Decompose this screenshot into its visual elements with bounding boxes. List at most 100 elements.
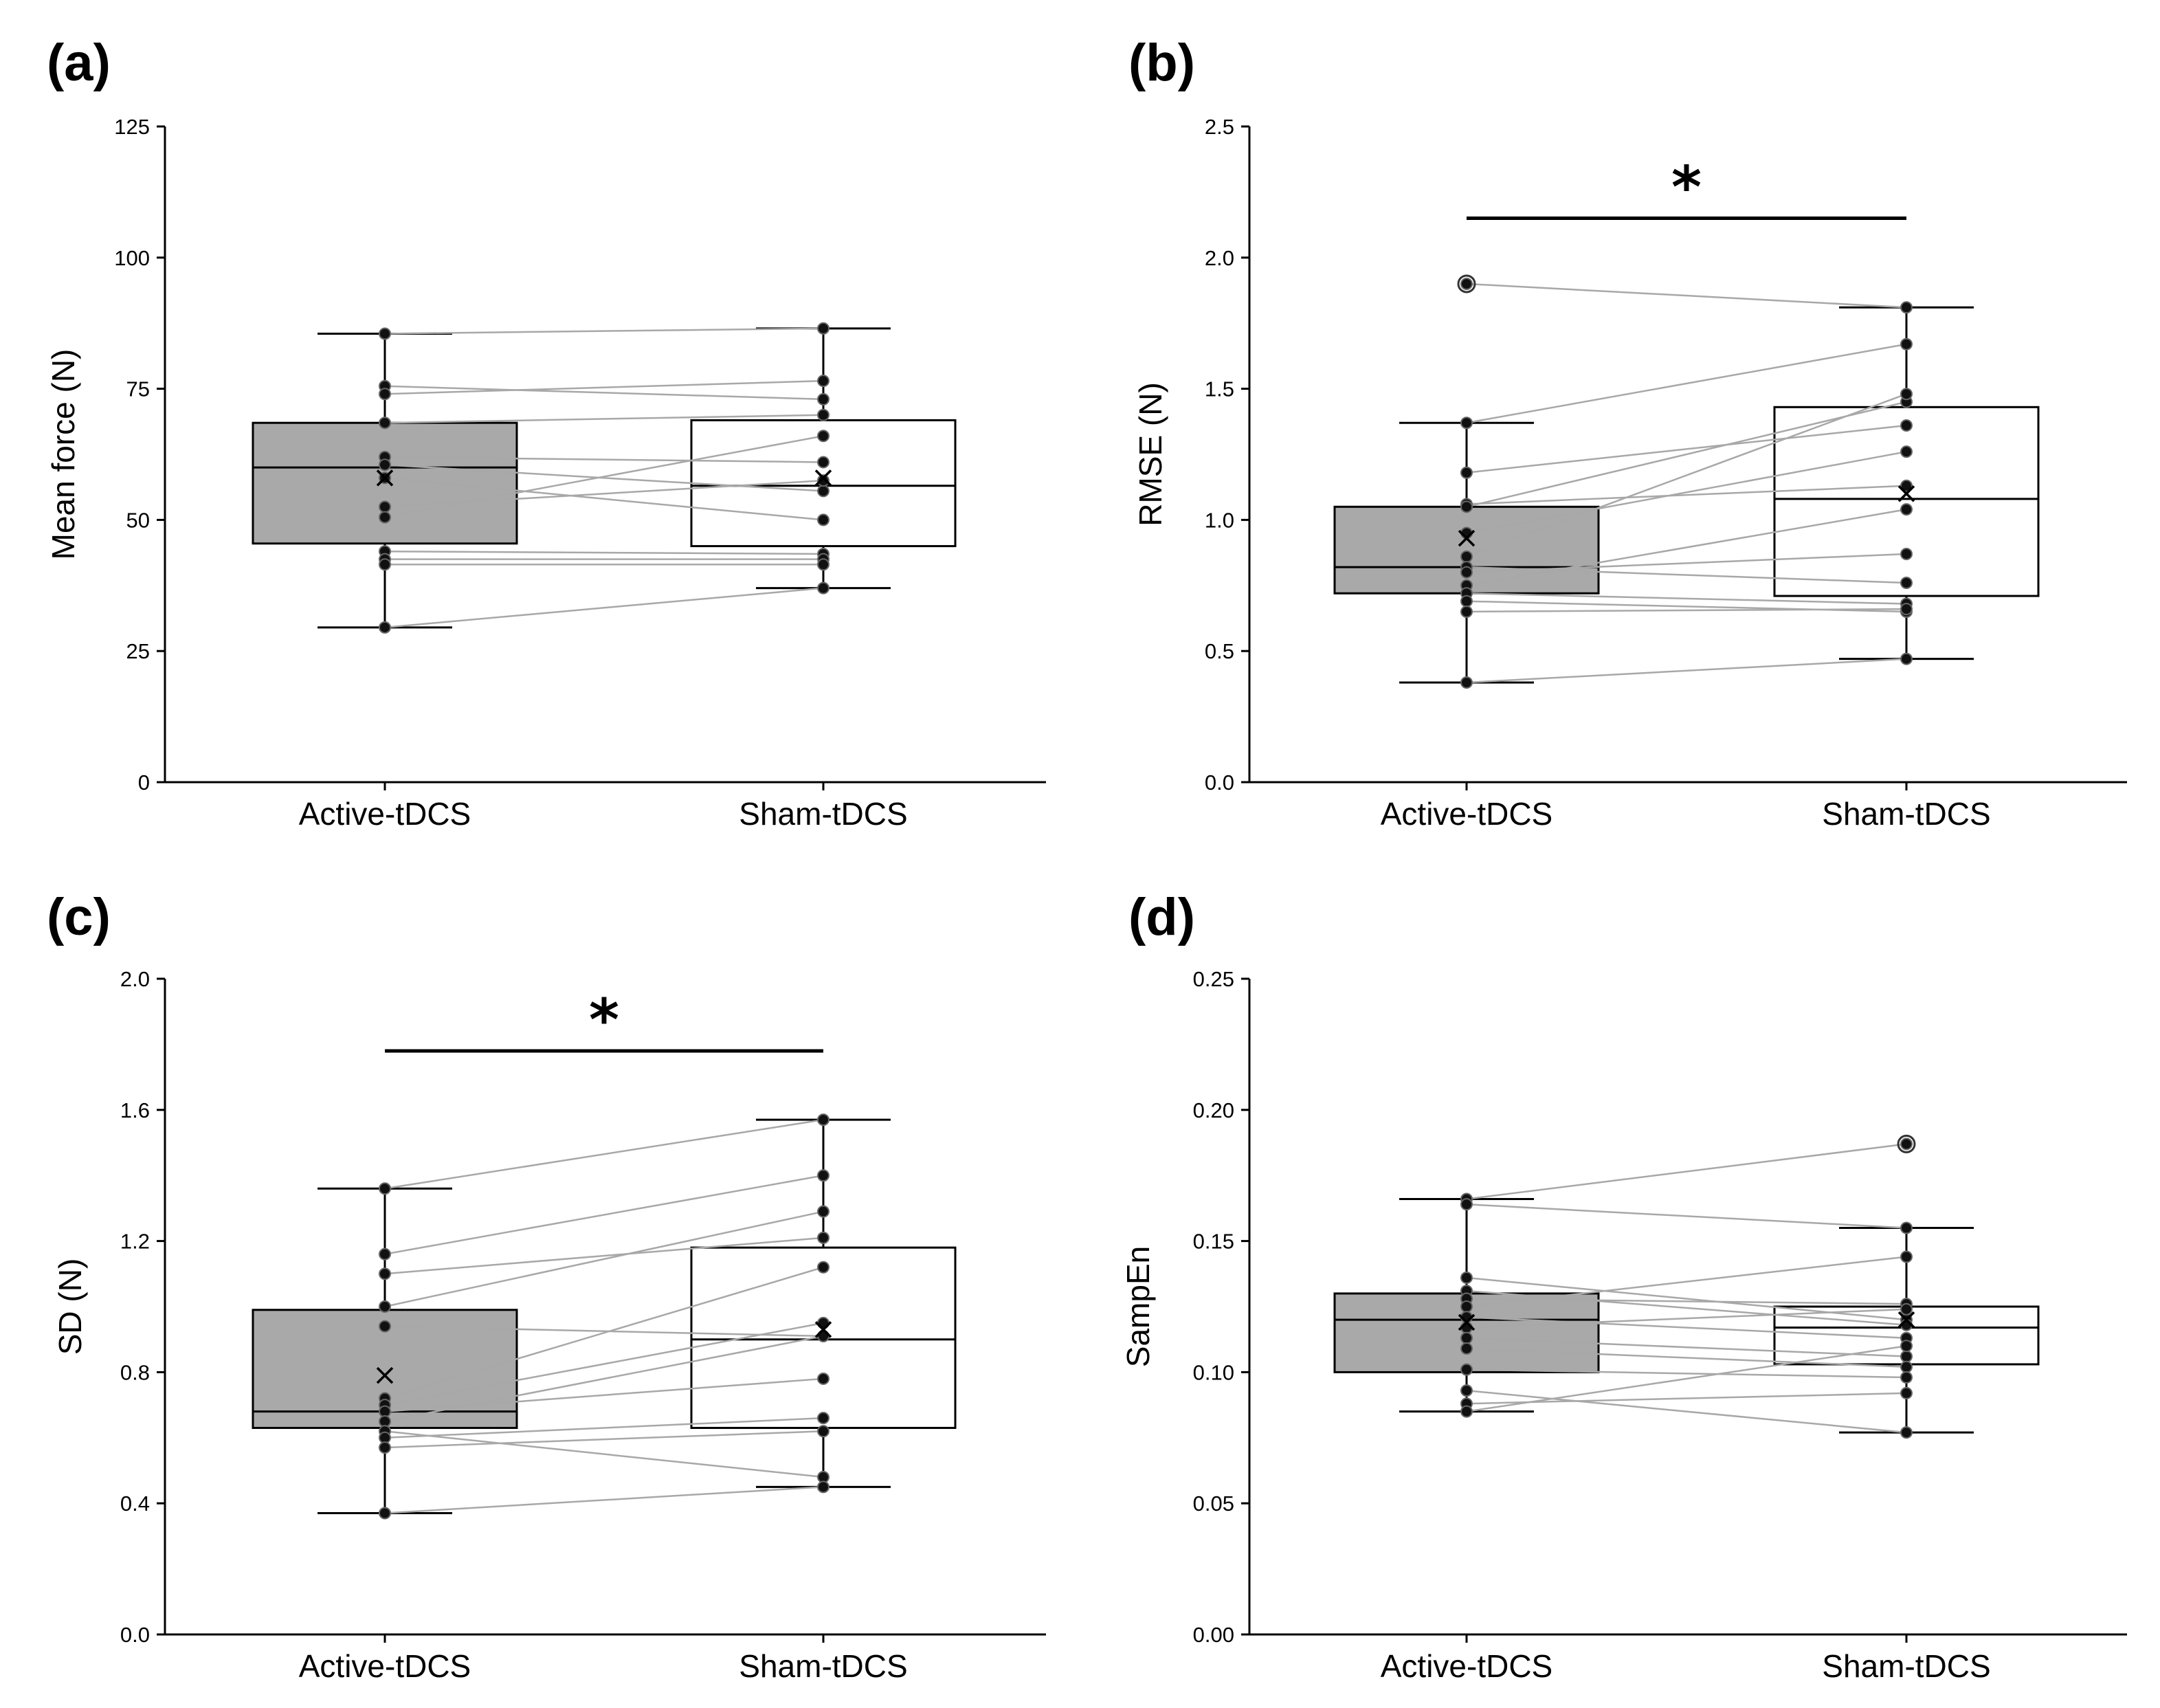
y-tick-label: 0.8: [120, 1360, 150, 1384]
data-point: [1900, 1302, 1913, 1316]
paired-line: [1466, 1289, 1907, 1326]
y-axis-label: RMSE (N): [1133, 382, 1168, 526]
paired-line: [1466, 1256, 1907, 1308]
x-tick-label: Active-tDCS: [299, 796, 471, 832]
data-point: [379, 458, 391, 472]
y-tick-label: 2.0: [120, 967, 150, 991]
chart-panel-4: (d) 0.00 0.05 0.10 0.15 0.20 0.25 SampEn Active-…: [1120, 888, 2127, 1684]
data-point: [1460, 676, 1473, 689]
x-tick-label: Sham-tDCS: [1822, 796, 1990, 832]
data-point: [817, 581, 830, 595]
paired-line: [384, 414, 824, 424]
paired-line: [1466, 608, 1907, 613]
y-tick-label: 75: [126, 377, 150, 401]
data-point: [1900, 445, 1913, 458]
data-point: [817, 1169, 830, 1182]
data-points: [379, 1113, 830, 1520]
mean-marker: [814, 1321, 832, 1338]
y-tick-label: 0: [138, 770, 150, 795]
paired-line: [384, 1325, 824, 1338]
paired-line: [1466, 553, 1907, 573]
data-point: [1460, 1272, 1473, 1285]
data-point: [817, 1113, 830, 1127]
data-point: [1460, 1342, 1473, 1355]
mean-marker-stroke: [1897, 485, 1915, 502]
panel-letter: (a): [47, 34, 111, 92]
data-point: [1900, 548, 1913, 561]
y-tick-label: 0.15: [1193, 1230, 1234, 1254]
data-point: [1900, 1250, 1913, 1263]
paired-line: [1466, 282, 1907, 309]
y-tick-label: 0.20: [1193, 1098, 1234, 1122]
data-point: [1460, 466, 1473, 479]
y-tick-label: 2.0: [1205, 246, 1234, 270]
paired-line: [384, 1486, 824, 1514]
data-point: [1900, 1221, 1913, 1234]
y-tick-label: 1.6: [120, 1098, 150, 1122]
data-point: [379, 1182, 391, 1195]
y-tick-label: 25: [126, 639, 150, 663]
mean-marker: [1458, 529, 1476, 547]
y-tick-label: 0.4: [120, 1491, 150, 1516]
data-point: [817, 474, 830, 487]
paired-line: [384, 550, 824, 555]
paired-line: [384, 1322, 824, 1406]
paired-line: [1466, 1368, 1907, 1379]
data-point: [1900, 503, 1913, 516]
data-point: [1460, 1363, 1473, 1376]
data-point: [1900, 337, 1913, 351]
x-tick-label: Sham-tDCS: [739, 796, 907, 832]
paired-line: [384, 477, 824, 521]
data-points: [379, 322, 830, 634]
paired-line: [384, 1430, 824, 1449]
paired-line: [384, 479, 824, 508]
outlier-marker: [1457, 274, 1476, 293]
data-point: [817, 1412, 830, 1425]
data-point: [817, 430, 830, 443]
chart-panel-3: (c) 0.0 0.4 0.8 1.2 1.6 2.0 SD (N) Active-tDCS Sh…: [47, 888, 1046, 1684]
y-tick-label: 1.2: [120, 1230, 150, 1254]
panel-letter: (c): [47, 888, 111, 946]
paired-lines: [1466, 1143, 1907, 1434]
data-point: [1460, 417, 1473, 430]
data-point: [1900, 1426, 1913, 1439]
data-point: [817, 1261, 830, 1274]
paired-line: [1466, 1337, 1907, 1357]
paired-line: [1466, 1203, 1907, 1229]
data-point: [1460, 277, 1473, 290]
paired-line: [1466, 485, 1907, 505]
data-point: [1460, 566, 1473, 579]
significance-star: *: [1671, 154, 1702, 221]
data-point: [817, 1425, 830, 1438]
data-point: [1900, 1350, 1913, 1363]
paired-line: [384, 1335, 824, 1423]
data-point: [379, 1267, 391, 1280]
paired-line: [1466, 1298, 1907, 1305]
mean-marker-stroke: [1897, 1311, 1915, 1329]
paired-lines: [384, 327, 824, 629]
paired-line: [1466, 1308, 1907, 1329]
chart-panel-2: (b) 0.0 0.5 1.0 1.5 2.0 2.5 RMSE (N) Active-tDCS…: [1128, 34, 2127, 832]
y-tick-label: 1.5: [1205, 377, 1234, 401]
data-point: [379, 1300, 391, 1313]
paired-line: [384, 456, 824, 463]
paired-line: [1466, 450, 1907, 534]
paired-line: [384, 379, 824, 395]
y-axis-label: SD (N): [52, 1258, 88, 1355]
mean-marker-stroke: [1458, 529, 1476, 547]
data-point: [817, 1231, 830, 1244]
x-tick-label: Sham-tDCS: [739, 1648, 907, 1684]
data-point: [817, 408, 830, 421]
data-point: [1460, 605, 1473, 618]
data-point: [817, 485, 830, 498]
mean-marker-stroke: [814, 1321, 832, 1338]
data-point: [379, 500, 391, 513]
data-point: [817, 1372, 830, 1385]
x-tick-label: Sham-tDCS: [1822, 1648, 1990, 1684]
paired-line: [384, 327, 824, 335]
paired-line: [384, 1377, 824, 1412]
mean-marker: [376, 1366, 394, 1384]
data-point: [817, 392, 830, 406]
data-point: [1900, 1371, 1913, 1384]
data-point: [1900, 1138, 1913, 1151]
